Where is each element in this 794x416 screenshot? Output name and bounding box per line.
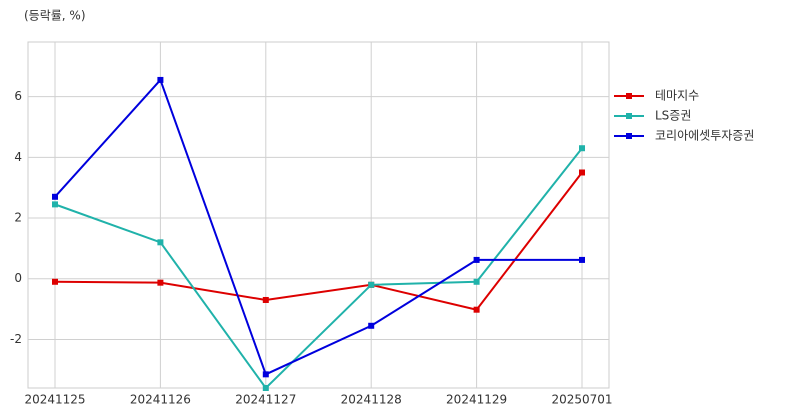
y-tick-label: 6 (14, 89, 22, 103)
legend-marker (626, 93, 632, 99)
marker (473, 256, 480, 263)
legend-marker (626, 113, 632, 119)
line (54, 78, 582, 376)
marker (157, 239, 164, 246)
y-tick-label: 4 (14, 150, 22, 164)
x-tick-label: 20241125 (24, 393, 85, 407)
marker (262, 371, 269, 378)
marker (579, 256, 585, 263)
y-axis-label: (등락률, %) (24, 9, 86, 23)
x-tick-label: 20250701 (551, 393, 612, 407)
y-tick-label: 2 (14, 211, 22, 225)
marker (157, 76, 164, 83)
y-tick-label: 0 (14, 271, 22, 285)
marker (52, 201, 58, 208)
marker (52, 278, 58, 285)
x-tick-label: 20241127 (235, 393, 296, 407)
y-tick-label: -2 (10, 332, 22, 346)
legend-label: 테마지수 (655, 89, 699, 103)
legend-label: LS증권 (655, 109, 691, 123)
marker (368, 322, 375, 329)
marker (262, 385, 269, 391)
x-tick-label: 20241129 (446, 393, 507, 407)
marker (262, 296, 269, 303)
line (54, 147, 583, 390)
plot-frame (27, 41, 610, 389)
marker (157, 279, 164, 286)
line (54, 171, 583, 311)
marker (579, 169, 585, 176)
marker (473, 278, 480, 285)
marker (579, 145, 585, 152)
x-tick-label: 20241126 (130, 393, 191, 407)
marker (368, 281, 375, 288)
legend-label: 코리아에셋투자증권 (655, 129, 754, 143)
marker (52, 193, 58, 200)
x-tick-label: 20241128 (341, 393, 402, 407)
legend-marker (626, 133, 632, 139)
marker (473, 306, 480, 313)
